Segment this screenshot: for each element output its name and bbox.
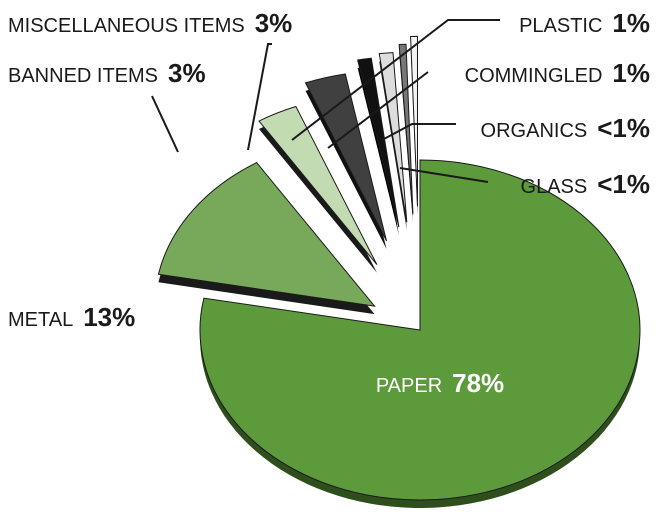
slice-paper	[199, 159, 641, 501]
label-organics-name: ORGANICS	[481, 120, 588, 142]
slice-miscellaneous-items	[304, 73, 388, 242]
label-miscellaneous-items-value: 3%	[255, 8, 293, 38]
label-miscellaneous-items-name: MISCELLANEOUS ITEMS	[8, 15, 245, 37]
slice-organics-edge	[399, 52, 413, 223]
label-metal-value: 13%	[83, 302, 135, 332]
slice-plastic-edge	[357, 66, 399, 235]
slice-banned-items	[258, 105, 378, 265]
label-organics-value: <1%	[597, 113, 650, 143]
slice-organics	[398, 43, 414, 215]
label-banned-items: BANNED ITEMS 3%	[8, 58, 206, 88]
slice-plastic	[357, 57, 400, 228]
label-plastic-name: PLASTIC	[519, 15, 602, 37]
label-banned-items-name: BANNED ITEMS	[8, 65, 158, 87]
label-commingled-value: 1%	[612, 58, 650, 88]
slice-miscellaneous-items-edge	[305, 81, 387, 249]
label-paper-value: 78%	[452, 368, 504, 398]
slice-metal	[157, 161, 376, 307]
label-organics: ORGANICS <1%	[481, 113, 650, 143]
leader-line-plastic	[291, 19, 500, 141]
label-metal-name: METAL	[8, 309, 73, 331]
label-miscellaneous-items: MISCELLANEOUS ITEMS 3%	[8, 8, 292, 38]
leader-lines	[151, 19, 500, 183]
leader-line-organics	[381, 123, 456, 141]
label-glass-value: <1%	[597, 169, 650, 199]
label-commingled: COMMINGLED 1%	[465, 58, 650, 88]
label-banned-items-value: 3%	[168, 58, 206, 88]
label-plastic-value: 1%	[612, 8, 650, 38]
label-metal: METAL 13%	[8, 302, 135, 332]
leader-line-banned-items	[151, 95, 179, 153]
label-glass: GLASS <1%	[521, 169, 650, 199]
leader-line-miscellaneous-items	[247, 43, 272, 151]
label-plastic: PLASTIC 1%	[519, 8, 650, 38]
label-paper: PAPER 78%	[376, 368, 504, 398]
label-commingled-name: COMMINGLED	[465, 65, 603, 87]
label-glass-name: GLASS	[521, 176, 588, 198]
slice-commingled	[378, 52, 408, 223]
slice-glass	[410, 35, 418, 207]
leader-line-commingled	[327, 71, 429, 149]
label-paper-name: PAPER	[376, 375, 442, 397]
leader-line-glass	[399, 167, 489, 183]
pie-slices	[157, 35, 641, 509]
